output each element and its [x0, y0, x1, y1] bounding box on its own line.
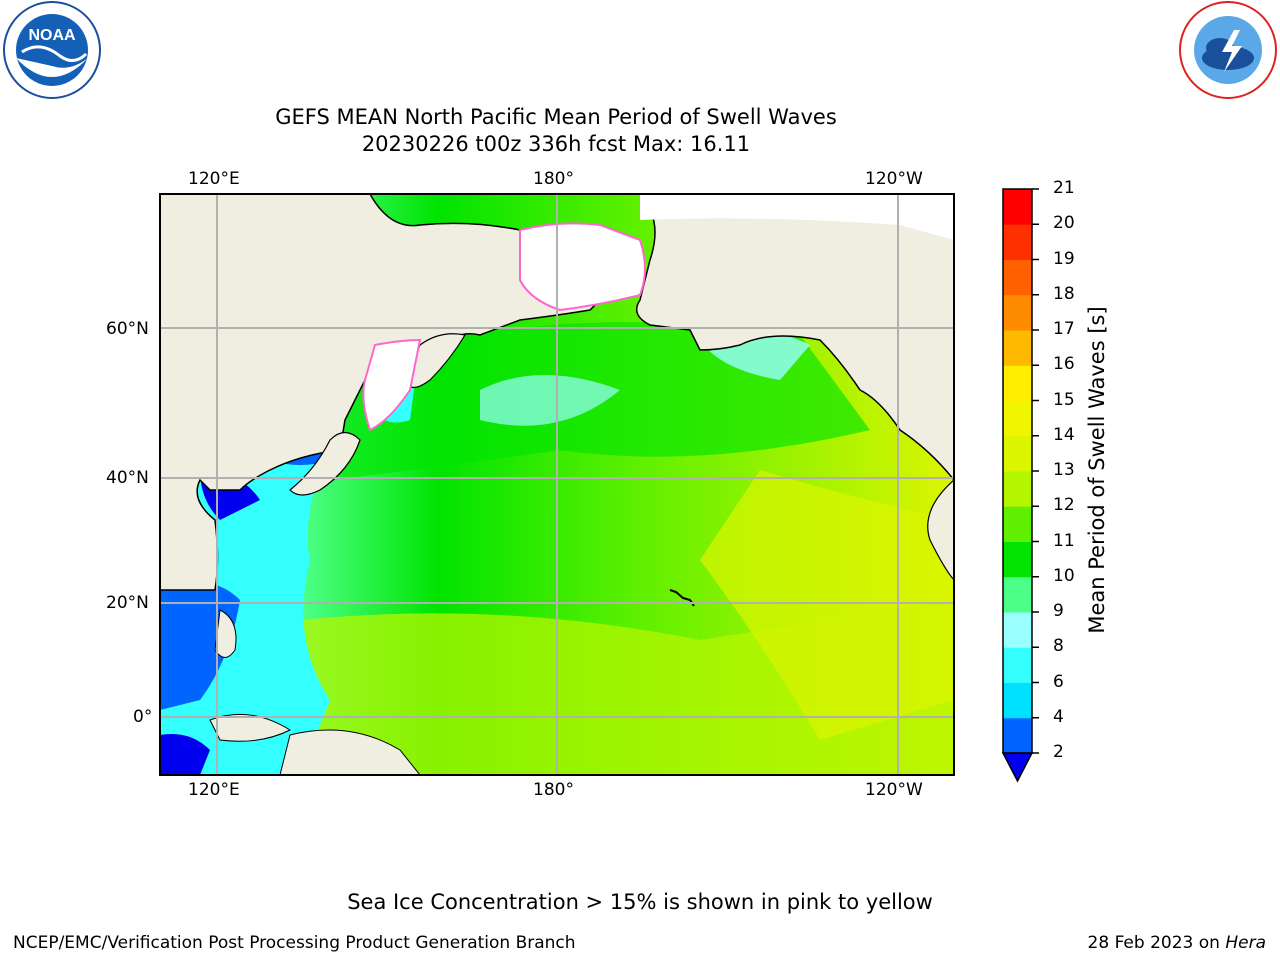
noaa-logo: NOAA: [0, 0, 104, 100]
chart-title: GEFS MEAN North Pacific Mean Period of S…: [275, 105, 837, 129]
colorbar-tick-label: 9: [1053, 601, 1064, 621]
colorbar-tick-label: 18: [1053, 283, 1075, 304]
lat-label-60n: 60°N: [106, 319, 149, 339]
borneo: [209, 713, 292, 742]
colorbar-tick-label: 19: [1053, 248, 1075, 269]
colorbar-segment: [1003, 224, 1032, 260]
swell-region-indonesia: [160, 734, 210, 775]
colorbar-segment: [1003, 400, 1032, 437]
swell-region-8s: [480, 375, 620, 426]
colorbar-tick-label: 2: [1053, 742, 1064, 762]
colorbar-segment: [1003, 682, 1032, 719]
lon-label-bottom-120w: 120°W: [865, 780, 923, 800]
sea-ice-note: Sea Ice Concentration > 15% is shown in …: [347, 890, 933, 914]
colorbar-segment: [1003, 506, 1032, 542]
colorbar-tick-label: 15: [1053, 389, 1075, 410]
footer-date: 28 Feb 2023 on Hera: [1088, 933, 1266, 953]
colorbar-tick-label: 4: [1053, 706, 1064, 727]
colorbar-tick-label: 13: [1053, 460, 1075, 480]
map-frame: [159, 193, 955, 776]
colorbar-tick-label: 16: [1053, 354, 1075, 375]
lon-label-top-120w: 120°W: [865, 169, 923, 189]
lon-label-top-180: 180°: [533, 169, 574, 189]
lon-label-bottom-120e: 120°E: [188, 780, 240, 800]
colorbar-segment: [1003, 717, 1032, 754]
colorbar-segment: [1003, 576, 1032, 613]
swell-region-13s: [700, 470, 954, 740]
lon-label-top-120e: 120°E: [188, 169, 240, 189]
colorbar-tick-label: 20: [1053, 213, 1075, 234]
colorbar-segment: [1003, 259, 1032, 296]
colorbar-segment: [1003, 435, 1032, 472]
baja-california: [927, 479, 954, 581]
footer-organization: NCEP/EMC/Verification Post Processing Pr…: [13, 933, 576, 953]
colorbar-segment: [1003, 330, 1032, 366]
japan: [289, 431, 361, 496]
lon-label-bottom-180: 180°: [533, 780, 574, 800]
okhotsk-sea-ice: [362, 338, 422, 432]
colorbar-segment: [1003, 365, 1032, 401]
north-america-landmass: [635, 194, 954, 482]
bering-sea-ice: [519, 222, 646, 312]
footer-date-text: 28 Feb 2023 on: [1087, 933, 1226, 953]
colorbar-segment: [1003, 647, 1032, 683]
colorbar-tick-label: 10: [1053, 565, 1075, 586]
colorbar-tick-label: 11: [1053, 530, 1075, 551]
colorbar: [1001, 189, 1034, 783]
nws-logo: [1176, 0, 1280, 100]
colorbar-segment: [1003, 189, 1032, 225]
colorbar-tick-label: 6: [1053, 671, 1064, 692]
colorbar-segment: [1003, 612, 1032, 648]
colorbar-tick-label: 21: [1053, 178, 1075, 198]
philippines: [214, 609, 237, 658]
footer-host: Hera: [1225, 933, 1266, 953]
arctic-sea-ice: [640, 194, 954, 240]
colorbar-tick-label: 12: [1053, 495, 1075, 516]
colorbar-label: Mean Period of Swell Waves [s]: [1085, 306, 1109, 634]
colorbar-segment: [1003, 294, 1032, 331]
noaa-logo-text: NOAA: [28, 27, 76, 44]
lat-label-40n: 40°N: [106, 468, 149, 488]
colorbar-segment: [1003, 471, 1032, 507]
map-gridlines: [160, 194, 954, 775]
lat-label-20n: 20°N: [106, 593, 149, 613]
colorbar-ticks: [1032, 188, 1039, 754]
colorbar-tick-label: 17: [1053, 319, 1075, 339]
colorbar-extend-arrow: [1001, 752, 1034, 783]
lat-label-0: 0°: [133, 707, 153, 727]
new-guinea: [279, 729, 421, 775]
colorbar-tick-label: 14: [1053, 424, 1075, 445]
colorbar-tick-label: 8: [1053, 636, 1064, 657]
chart-subtitle: 20230226 t00z 336h fcst Max: 16.11: [361, 132, 751, 156]
colorbar-segment: [1003, 541, 1032, 578]
